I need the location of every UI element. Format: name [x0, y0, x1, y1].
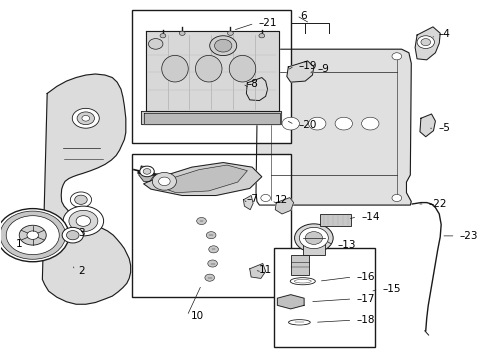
- Circle shape: [6, 216, 59, 255]
- Polygon shape: [246, 77, 267, 101]
- Polygon shape: [146, 31, 278, 111]
- Ellipse shape: [289, 278, 315, 285]
- Text: –16: –16: [356, 272, 374, 282]
- Text: 3: 3: [78, 228, 85, 238]
- Polygon shape: [158, 165, 247, 193]
- Circle shape: [391, 53, 401, 60]
- Circle shape: [69, 210, 98, 232]
- Polygon shape: [42, 74, 130, 304]
- Text: 2: 2: [78, 266, 85, 276]
- Circle shape: [143, 169, 151, 174]
- Circle shape: [76, 216, 91, 226]
- Circle shape: [0, 211, 65, 259]
- Circle shape: [420, 39, 430, 46]
- Text: –19: –19: [298, 61, 316, 71]
- Circle shape: [75, 195, 87, 204]
- Text: –9: –9: [317, 64, 329, 74]
- Circle shape: [160, 34, 166, 38]
- Polygon shape: [243, 196, 253, 210]
- Polygon shape: [141, 111, 281, 124]
- Text: –17: –17: [356, 294, 374, 304]
- Circle shape: [258, 34, 264, 38]
- Circle shape: [148, 39, 163, 49]
- Text: –14: –14: [361, 212, 379, 222]
- Circle shape: [282, 117, 299, 130]
- Ellipse shape: [288, 320, 310, 325]
- Circle shape: [260, 53, 270, 60]
- Ellipse shape: [294, 280, 311, 283]
- Polygon shape: [277, 295, 303, 309]
- Polygon shape: [249, 263, 265, 278]
- Circle shape: [19, 225, 46, 245]
- Circle shape: [299, 227, 328, 248]
- Text: –5: –5: [438, 123, 449, 133]
- Circle shape: [260, 195, 270, 201]
- Circle shape: [82, 115, 90, 121]
- Polygon shape: [138, 166, 154, 181]
- Text: 12: 12: [275, 196, 288, 206]
- Polygon shape: [286, 61, 313, 82]
- Text: –20: –20: [298, 120, 316, 130]
- Bar: [319, 214, 350, 226]
- Circle shape: [62, 227, 83, 243]
- Circle shape: [139, 166, 154, 177]
- Circle shape: [0, 208, 69, 262]
- Circle shape: [77, 112, 94, 125]
- Circle shape: [361, 117, 378, 130]
- Text: 1: 1: [16, 239, 22, 249]
- Text: –8: –8: [246, 79, 257, 89]
- Bar: [290, 255, 308, 275]
- Polygon shape: [143, 162, 261, 196]
- Polygon shape: [143, 113, 280, 124]
- Circle shape: [197, 217, 206, 225]
- Text: 6: 6: [300, 11, 306, 21]
- Circle shape: [416, 36, 434, 49]
- Circle shape: [308, 117, 325, 130]
- Circle shape: [334, 117, 352, 130]
- Text: –13: –13: [336, 240, 355, 250]
- Circle shape: [204, 274, 214, 281]
- Ellipse shape: [229, 55, 255, 82]
- Polygon shape: [275, 198, 293, 214]
- Circle shape: [66, 231, 79, 240]
- Bar: [273, 247, 374, 347]
- Text: –4: –4: [438, 29, 449, 39]
- Circle shape: [209, 36, 236, 56]
- Text: –22: –22: [428, 199, 446, 209]
- Bar: [131, 154, 290, 297]
- Circle shape: [227, 31, 233, 35]
- Circle shape: [208, 246, 218, 253]
- Circle shape: [158, 177, 170, 186]
- Text: –18: –18: [356, 315, 374, 325]
- Text: –23: –23: [458, 231, 477, 241]
- Circle shape: [72, 109, 99, 128]
- Circle shape: [179, 31, 185, 35]
- Bar: [131, 10, 290, 143]
- Circle shape: [294, 224, 333, 252]
- Text: 10: 10: [191, 311, 204, 321]
- Polygon shape: [419, 114, 435, 137]
- Text: 11: 11: [258, 265, 271, 275]
- Circle shape: [206, 232, 215, 239]
- Circle shape: [304, 232, 322, 245]
- Circle shape: [391, 195, 401, 201]
- Polygon shape: [256, 49, 410, 205]
- Text: –21: –21: [258, 18, 276, 28]
- Circle shape: [63, 206, 104, 236]
- Circle shape: [152, 172, 176, 190]
- Circle shape: [70, 192, 91, 207]
- Circle shape: [214, 39, 231, 52]
- Bar: [302, 236, 324, 255]
- Circle shape: [207, 260, 217, 267]
- Text: –15: –15: [381, 284, 400, 294]
- Ellipse shape: [161, 55, 188, 82]
- Ellipse shape: [195, 55, 222, 82]
- Polygon shape: [414, 27, 439, 60]
- Circle shape: [27, 231, 38, 240]
- Text: –7: –7: [246, 194, 257, 204]
